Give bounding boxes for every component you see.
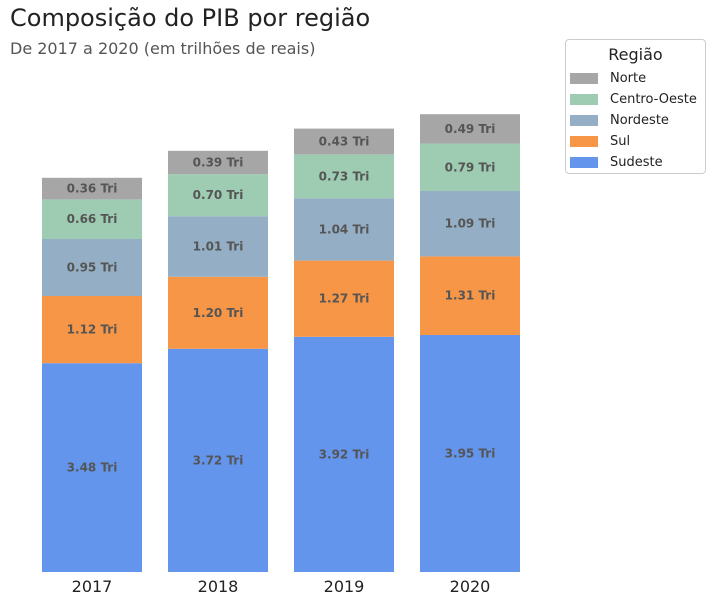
- data-label-sudeste-2017: 3.48 Tri: [67, 461, 118, 475]
- bar-nordeste-2020: [420, 191, 520, 257]
- legend-item-sudeste: Sudeste: [570, 154, 663, 170]
- legend-swatch-sudeste: [570, 156, 598, 168]
- data-label-norte-2019: 0.43 Tri: [319, 135, 370, 149]
- chart-legend: Região Norte Centro-Oeste Nordeste Sul Sudes…: [565, 39, 706, 174]
- data-label-centro-oeste-2020: 0.79 Tri: [445, 160, 496, 174]
- legend-label-nordeste: Nordeste: [610, 112, 669, 128]
- legend-swatch-norte: [570, 72, 598, 84]
- legend-label-centro-oeste: Centro-Oeste: [610, 91, 697, 107]
- legend-label-norte: Norte: [610, 70, 647, 86]
- legend-item-centro-oeste: Centro-Oeste: [570, 91, 697, 107]
- legend-item-norte: Norte: [570, 70, 646, 86]
- data-label-norte-2020: 0.49 Tri: [445, 122, 496, 136]
- bar-sul-2020: [420, 256, 520, 335]
- legend-item-sul: Sul: [570, 133, 630, 149]
- bar-sudeste-2017: [42, 363, 142, 572]
- data-label-nordeste-2020: 1.09 Tri: [445, 217, 496, 231]
- bar-centro-oeste-2018: [168, 174, 268, 217]
- bar-nordeste-2017: [42, 239, 142, 296]
- bar-centro-oeste-2017: [42, 199, 142, 239]
- bar-sul-2017: [42, 296, 142, 364]
- bar-norte-2020: [420, 114, 520, 144]
- data-label-sul-2018: 1.20 Tri: [193, 306, 244, 320]
- bar-sudeste-2019: [294, 336, 394, 572]
- bar-norte-2018: [168, 150, 268, 175]
- bar-norte-2017: [42, 177, 142, 200]
- chart-title: Composição do PIB por região: [10, 4, 371, 32]
- data-label-sudeste-2020: 3.95 Tri: [445, 447, 496, 461]
- data-label-sul-2019: 1.27 Tri: [319, 292, 370, 306]
- data-label-centro-oeste-2017: 0.66 Tri: [67, 212, 118, 226]
- data-label-centro-oeste-2019: 0.73 Tri: [319, 169, 370, 183]
- data-label-sul-2017: 1.12 Tri: [67, 323, 118, 337]
- bar-centro-oeste-2020: [420, 143, 520, 191]
- data-label-sudeste-2019: 3.92 Tri: [319, 447, 370, 461]
- bar-sul-2018: [168, 276, 268, 349]
- x-tick-label-2018: 2018: [198, 577, 239, 596]
- legend-label-sudeste: Sudeste: [610, 154, 663, 170]
- data-label-norte-2018: 0.39 Tri: [193, 156, 244, 170]
- legend-title: Região: [608, 45, 663, 64]
- data-label-nordeste-2018: 1.01 Tri: [193, 240, 244, 254]
- data-label-sul-2020: 1.31 Tri: [445, 289, 496, 303]
- legend-swatch-nordeste: [570, 114, 598, 126]
- legend-item-nordeste: Nordeste: [570, 112, 669, 128]
- data-label-norte-2017: 0.36 Tri: [67, 182, 118, 196]
- x-tick-label-2017: 2017: [72, 577, 113, 596]
- data-label-sudeste-2018: 3.72 Tri: [193, 453, 244, 467]
- chart-subtitle: De 2017 a 2020 (em trilhões de reais): [10, 39, 316, 58]
- legend-swatch-centro-oeste: [570, 93, 598, 105]
- bar-nordeste-2018: [168, 216, 268, 277]
- bar-nordeste-2019: [294, 198, 394, 261]
- bar-centro-oeste-2019: [294, 154, 394, 199]
- legend-swatch-sul: [570, 135, 598, 147]
- bar-sul-2019: [294, 260, 394, 337]
- x-tick-label-2019: 2019: [324, 577, 365, 596]
- data-label-centro-oeste-2018: 0.70 Tri: [193, 188, 244, 202]
- x-tick-label-2020: 2020: [450, 577, 491, 596]
- data-label-nordeste-2017: 0.95 Tri: [67, 261, 118, 275]
- legend-label-sul: Sul: [610, 133, 631, 149]
- bar-sudeste-2018: [168, 348, 268, 572]
- bar-norte-2019: [294, 128, 394, 155]
- bar-sudeste-2020: [420, 335, 520, 572]
- data-label-nordeste-2019: 1.04 Tri: [319, 222, 370, 236]
